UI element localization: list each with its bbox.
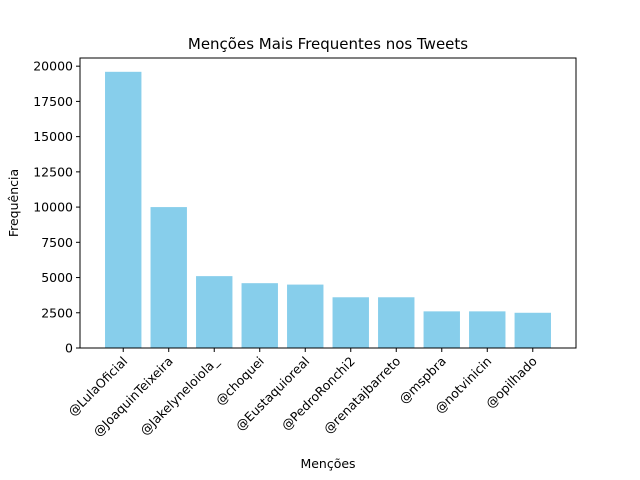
y-tick-label: 5000 xyxy=(41,270,73,285)
bar xyxy=(514,312,551,348)
x-tick-label: @Jakelyneloiola_ xyxy=(137,353,222,438)
y-tick-label: 12500 xyxy=(33,164,73,179)
y-axis: 0 2500 5000 7500 10000 12500 15000 17500 20000 xyxy=(33,59,80,356)
bar xyxy=(105,71,142,349)
y-axis-label: Frequência xyxy=(6,169,21,237)
y-tick-label: 15000 xyxy=(33,129,73,144)
bar xyxy=(378,297,415,348)
bar xyxy=(469,311,506,348)
bar xyxy=(287,284,324,348)
bar xyxy=(196,276,233,348)
bar xyxy=(150,207,187,348)
bar xyxy=(423,311,460,348)
x-tick-label: @JoaquinTeixeira xyxy=(90,354,176,440)
bar xyxy=(332,297,369,348)
plot-frame xyxy=(79,57,577,349)
y-tick-label: 10000 xyxy=(33,200,73,215)
y-tick-label: 20000 xyxy=(33,59,73,74)
x-axis: @LulaOficial@JoaquinTeixeira@Jakelyneloi… xyxy=(65,348,540,439)
y-tick-label: 2500 xyxy=(41,305,73,320)
bar xyxy=(241,283,278,348)
chart-title: Menções Mais Frequentes nos Tweets xyxy=(188,35,468,53)
y-tick-label: 17500 xyxy=(33,94,73,109)
y-tick-label: 7500 xyxy=(41,235,73,250)
y-tick-label: 0 xyxy=(65,341,73,356)
bars-group xyxy=(105,71,551,349)
x-axis-label: Menções xyxy=(300,456,355,471)
x-tick-label: @renatajbarreto xyxy=(320,354,403,437)
